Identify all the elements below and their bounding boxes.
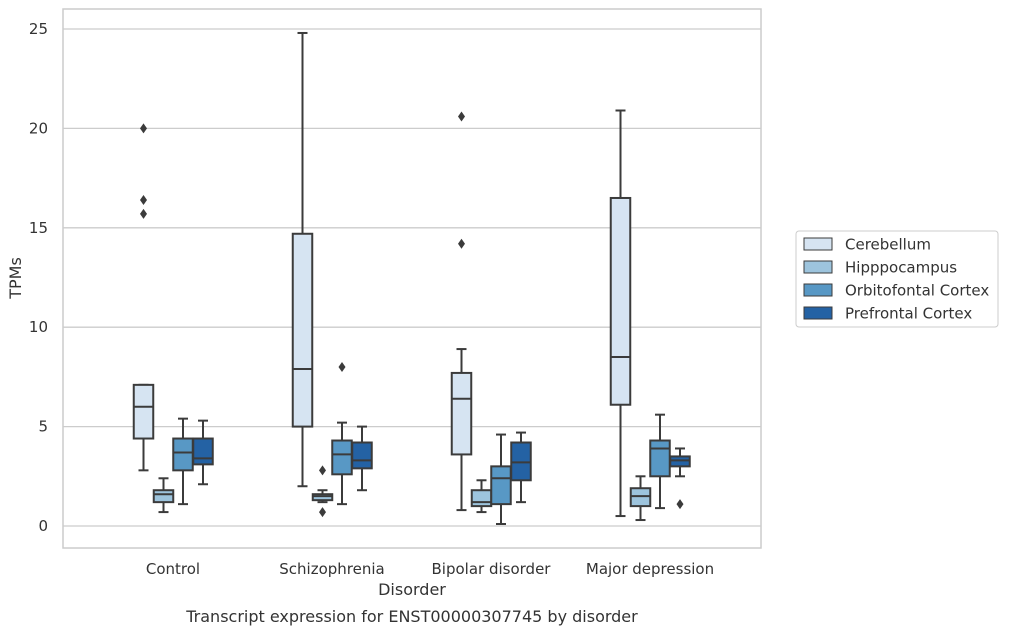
outlier-point xyxy=(458,111,465,122)
box-orbitofontal-cortex xyxy=(649,413,671,510)
outlier-point xyxy=(319,465,326,476)
iqr-box xyxy=(132,383,155,440)
box-cerebellum xyxy=(609,109,632,518)
y-axis-label: TPMs xyxy=(6,257,25,300)
outlier-point xyxy=(140,123,147,134)
box-prefrontal-cortex xyxy=(669,447,691,510)
outlier-point xyxy=(458,238,465,249)
x-axis-ticks: Control Schizophrenia Bipolar disorder Majo… xyxy=(146,560,714,578)
chart-caption: Transcript expression for ENST0000030774… xyxy=(185,607,638,626)
legend-swatch xyxy=(803,306,833,320)
outlier-point xyxy=(140,208,147,219)
y-tick-label: 15 xyxy=(29,219,48,237)
box-cerebellum xyxy=(291,31,314,488)
x-tick-label: Schizophrenia xyxy=(279,560,384,578)
outlier-point xyxy=(319,507,326,518)
iqr-box xyxy=(351,441,373,470)
box-groups xyxy=(132,31,691,526)
outlier-point xyxy=(338,361,346,372)
box-hipppocampus xyxy=(311,465,334,518)
y-tick-label: 5 xyxy=(38,418,48,436)
legend-label: Cerebellum xyxy=(845,236,931,254)
box-prefrontal-cortex xyxy=(192,419,214,486)
legend-label: Hipppocampus xyxy=(845,259,957,277)
y-tick-label: 20 xyxy=(29,119,48,137)
iqr-box xyxy=(470,489,493,508)
legend-label: Prefrontal Cortex xyxy=(845,305,972,323)
iqr-box xyxy=(490,465,512,506)
iqr-box xyxy=(291,232,314,428)
box-hipppocampus xyxy=(629,475,652,522)
y-tick-label: 10 xyxy=(29,318,48,336)
box-cerebellum xyxy=(132,123,155,472)
box-prefrontal-cortex xyxy=(510,431,532,504)
iqr-box xyxy=(152,489,175,504)
box-hipppocampus xyxy=(152,477,175,514)
iqr-box xyxy=(450,371,473,456)
iqr-box xyxy=(192,437,214,466)
box-orbitofontal-cortex xyxy=(331,361,353,506)
box-cerebellum xyxy=(450,111,473,512)
iqr-box xyxy=(609,196,632,406)
legend-frame xyxy=(795,230,999,328)
x-tick-label: Control xyxy=(146,560,200,578)
x-tick-label: Major depression xyxy=(586,560,714,578)
legend-swatch xyxy=(803,237,833,251)
x-axis-label: Disorder xyxy=(378,580,446,599)
box-orbitofontal-cortex xyxy=(490,433,512,526)
outlier-point xyxy=(140,194,147,205)
legend: Cerebellum Hipppocampus Orbitofontal Corte… xyxy=(795,230,999,328)
gridlines xyxy=(63,28,761,527)
outlier-point xyxy=(676,499,684,510)
box-orbitofontal-cortex xyxy=(172,417,194,506)
legend-swatch xyxy=(803,260,833,274)
y-axis-ticks: 0 5 10 15 20 25 xyxy=(29,20,48,535)
iqr-box xyxy=(331,439,353,476)
iqr-box xyxy=(172,437,194,472)
box-prefrontal-cortex xyxy=(351,425,373,492)
y-tick-label: 25 xyxy=(29,20,48,38)
legend-swatch xyxy=(803,283,833,297)
iqr-box xyxy=(649,439,671,478)
x-tick-label: Bipolar disorder xyxy=(432,560,552,578)
y-tick-label: 0 xyxy=(38,517,48,535)
legend-label: Orbitofontal Cortex xyxy=(845,282,989,300)
